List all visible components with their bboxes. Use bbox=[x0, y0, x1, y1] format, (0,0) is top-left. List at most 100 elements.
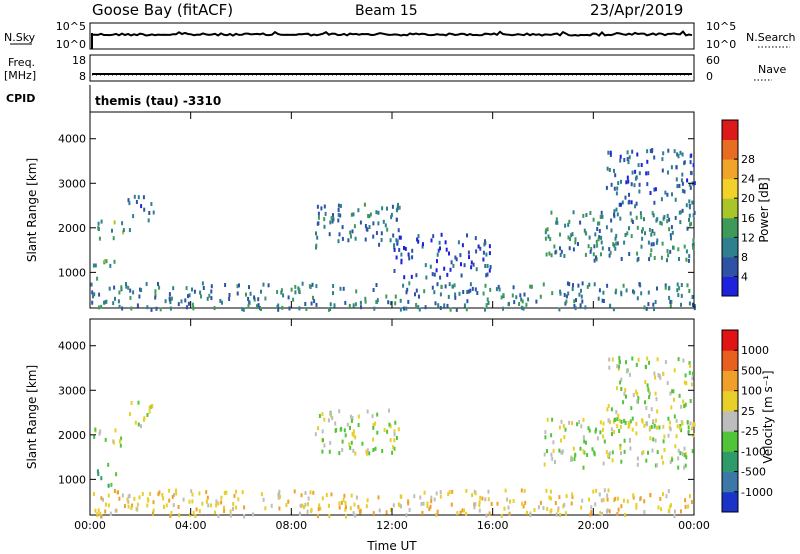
echo-cell bbox=[653, 423, 656, 428]
echo-cell bbox=[596, 243, 599, 248]
echo-cell bbox=[625, 394, 627, 399]
echo-cell bbox=[132, 290, 135, 295]
echo-cell bbox=[662, 371, 665, 376]
echo-cell bbox=[256, 305, 258, 310]
echo-cell bbox=[550, 253, 553, 258]
echo-cell bbox=[585, 440, 587, 445]
echo-cell bbox=[220, 500, 223, 505]
echo-cell bbox=[321, 429, 324, 434]
echo-cell bbox=[173, 493, 175, 497]
echo-cell bbox=[372, 511, 375, 516]
echo-cell bbox=[354, 236, 357, 241]
echo-cell bbox=[620, 377, 623, 382]
echo-cell bbox=[127, 494, 130, 499]
echo-cell bbox=[690, 500, 693, 504]
echo-cell bbox=[616, 417, 619, 421]
echo-cell bbox=[650, 232, 653, 237]
echo-cell bbox=[623, 240, 626, 245]
echo-cell bbox=[113, 220, 116, 225]
echo-cell bbox=[630, 218, 633, 223]
echo-cell bbox=[253, 295, 256, 300]
echo-cell bbox=[597, 237, 600, 242]
echo-cell bbox=[258, 306, 261, 311]
echo-cell bbox=[636, 391, 639, 396]
echo-cell bbox=[542, 506, 545, 510]
power-colorbar-label: Power [dB] bbox=[757, 177, 771, 242]
echo-cell bbox=[365, 449, 368, 454]
echo-cell bbox=[137, 400, 140, 405]
echo-cell bbox=[685, 455, 688, 460]
echo-cell bbox=[386, 429, 389, 434]
echo-cell bbox=[620, 451, 622, 456]
nsky-label: N.Sky bbox=[4, 31, 36, 44]
echo-cell bbox=[138, 294, 141, 299]
echo-cell bbox=[446, 272, 449, 277]
echo-cell bbox=[660, 455, 663, 460]
echo-cell bbox=[567, 235, 570, 240]
echo-cell bbox=[476, 291, 479, 295]
echo-cell bbox=[578, 292, 581, 297]
echo-cell bbox=[661, 157, 664, 162]
echo-cell bbox=[437, 303, 440, 308]
echo-cell bbox=[568, 282, 571, 287]
echo-cell bbox=[685, 381, 688, 386]
echo-cell bbox=[663, 448, 666, 452]
echo-cell bbox=[177, 505, 180, 509]
echo-cell bbox=[323, 224, 326, 229]
echo-cell bbox=[686, 283, 689, 288]
echo-cell bbox=[610, 182, 613, 187]
echo-cell bbox=[571, 421, 573, 426]
echo-cell bbox=[366, 448, 369, 453]
echo-cell bbox=[686, 420, 689, 425]
echo-cell bbox=[91, 300, 94, 305]
freq-unit: [MHz] bbox=[4, 69, 36, 82]
echo-cell bbox=[646, 182, 649, 187]
echo-cell bbox=[357, 423, 360, 427]
echo-cell bbox=[678, 183, 681, 188]
echo-cell bbox=[454, 295, 457, 300]
echo-cell bbox=[543, 452, 546, 457]
echo-cell bbox=[563, 293, 566, 297]
echo-cell bbox=[317, 506, 320, 511]
echo-cell bbox=[154, 293, 157, 298]
echo-cell bbox=[613, 212, 615, 217]
echo-cell bbox=[305, 307, 308, 311]
echo-cell bbox=[423, 490, 426, 495]
echo-cell bbox=[399, 307, 402, 312]
echo-cell bbox=[169, 514, 172, 518]
echo-cell bbox=[390, 212, 393, 217]
echo-cell bbox=[368, 225, 371, 229]
echo-cell bbox=[330, 492, 333, 497]
nsky-panel: N.Sky 10^5 10^0 10^5 10^0 N.Search bbox=[4, 20, 796, 51]
echo-cell bbox=[202, 286, 205, 290]
echo-cell bbox=[355, 495, 358, 500]
echo-cell bbox=[403, 275, 406, 280]
echo-cell bbox=[165, 503, 168, 508]
echo-cell bbox=[624, 388, 627, 392]
echo-cell bbox=[512, 285, 515, 290]
echo-cell bbox=[152, 500, 155, 505]
echo-cell bbox=[551, 417, 554, 422]
echo-cell bbox=[393, 438, 396, 443]
echo-cell bbox=[467, 289, 470, 294]
echo-cell bbox=[143, 207, 146, 212]
echo-cell bbox=[187, 294, 189, 299]
echo-cell bbox=[341, 447, 344, 452]
echo-cell bbox=[629, 419, 632, 424]
echo-cell bbox=[567, 291, 570, 296]
echo-cell bbox=[399, 235, 402, 240]
echo-cell bbox=[198, 491, 201, 496]
echo-cell bbox=[252, 512, 255, 517]
colorbar-tick-label: 12 bbox=[741, 231, 755, 244]
echo-cell bbox=[619, 443, 622, 448]
echo-cell bbox=[530, 284, 533, 289]
echo-cell bbox=[613, 209, 616, 214]
echo-cell bbox=[104, 509, 107, 514]
echo-cell bbox=[486, 297, 489, 302]
echo-cell bbox=[574, 453, 577, 458]
echo-cell bbox=[304, 491, 307, 495]
echo-cell bbox=[603, 488, 606, 493]
echo-cell bbox=[237, 497, 240, 502]
echo-cell bbox=[635, 505, 638, 510]
echo-cell bbox=[489, 287, 492, 292]
